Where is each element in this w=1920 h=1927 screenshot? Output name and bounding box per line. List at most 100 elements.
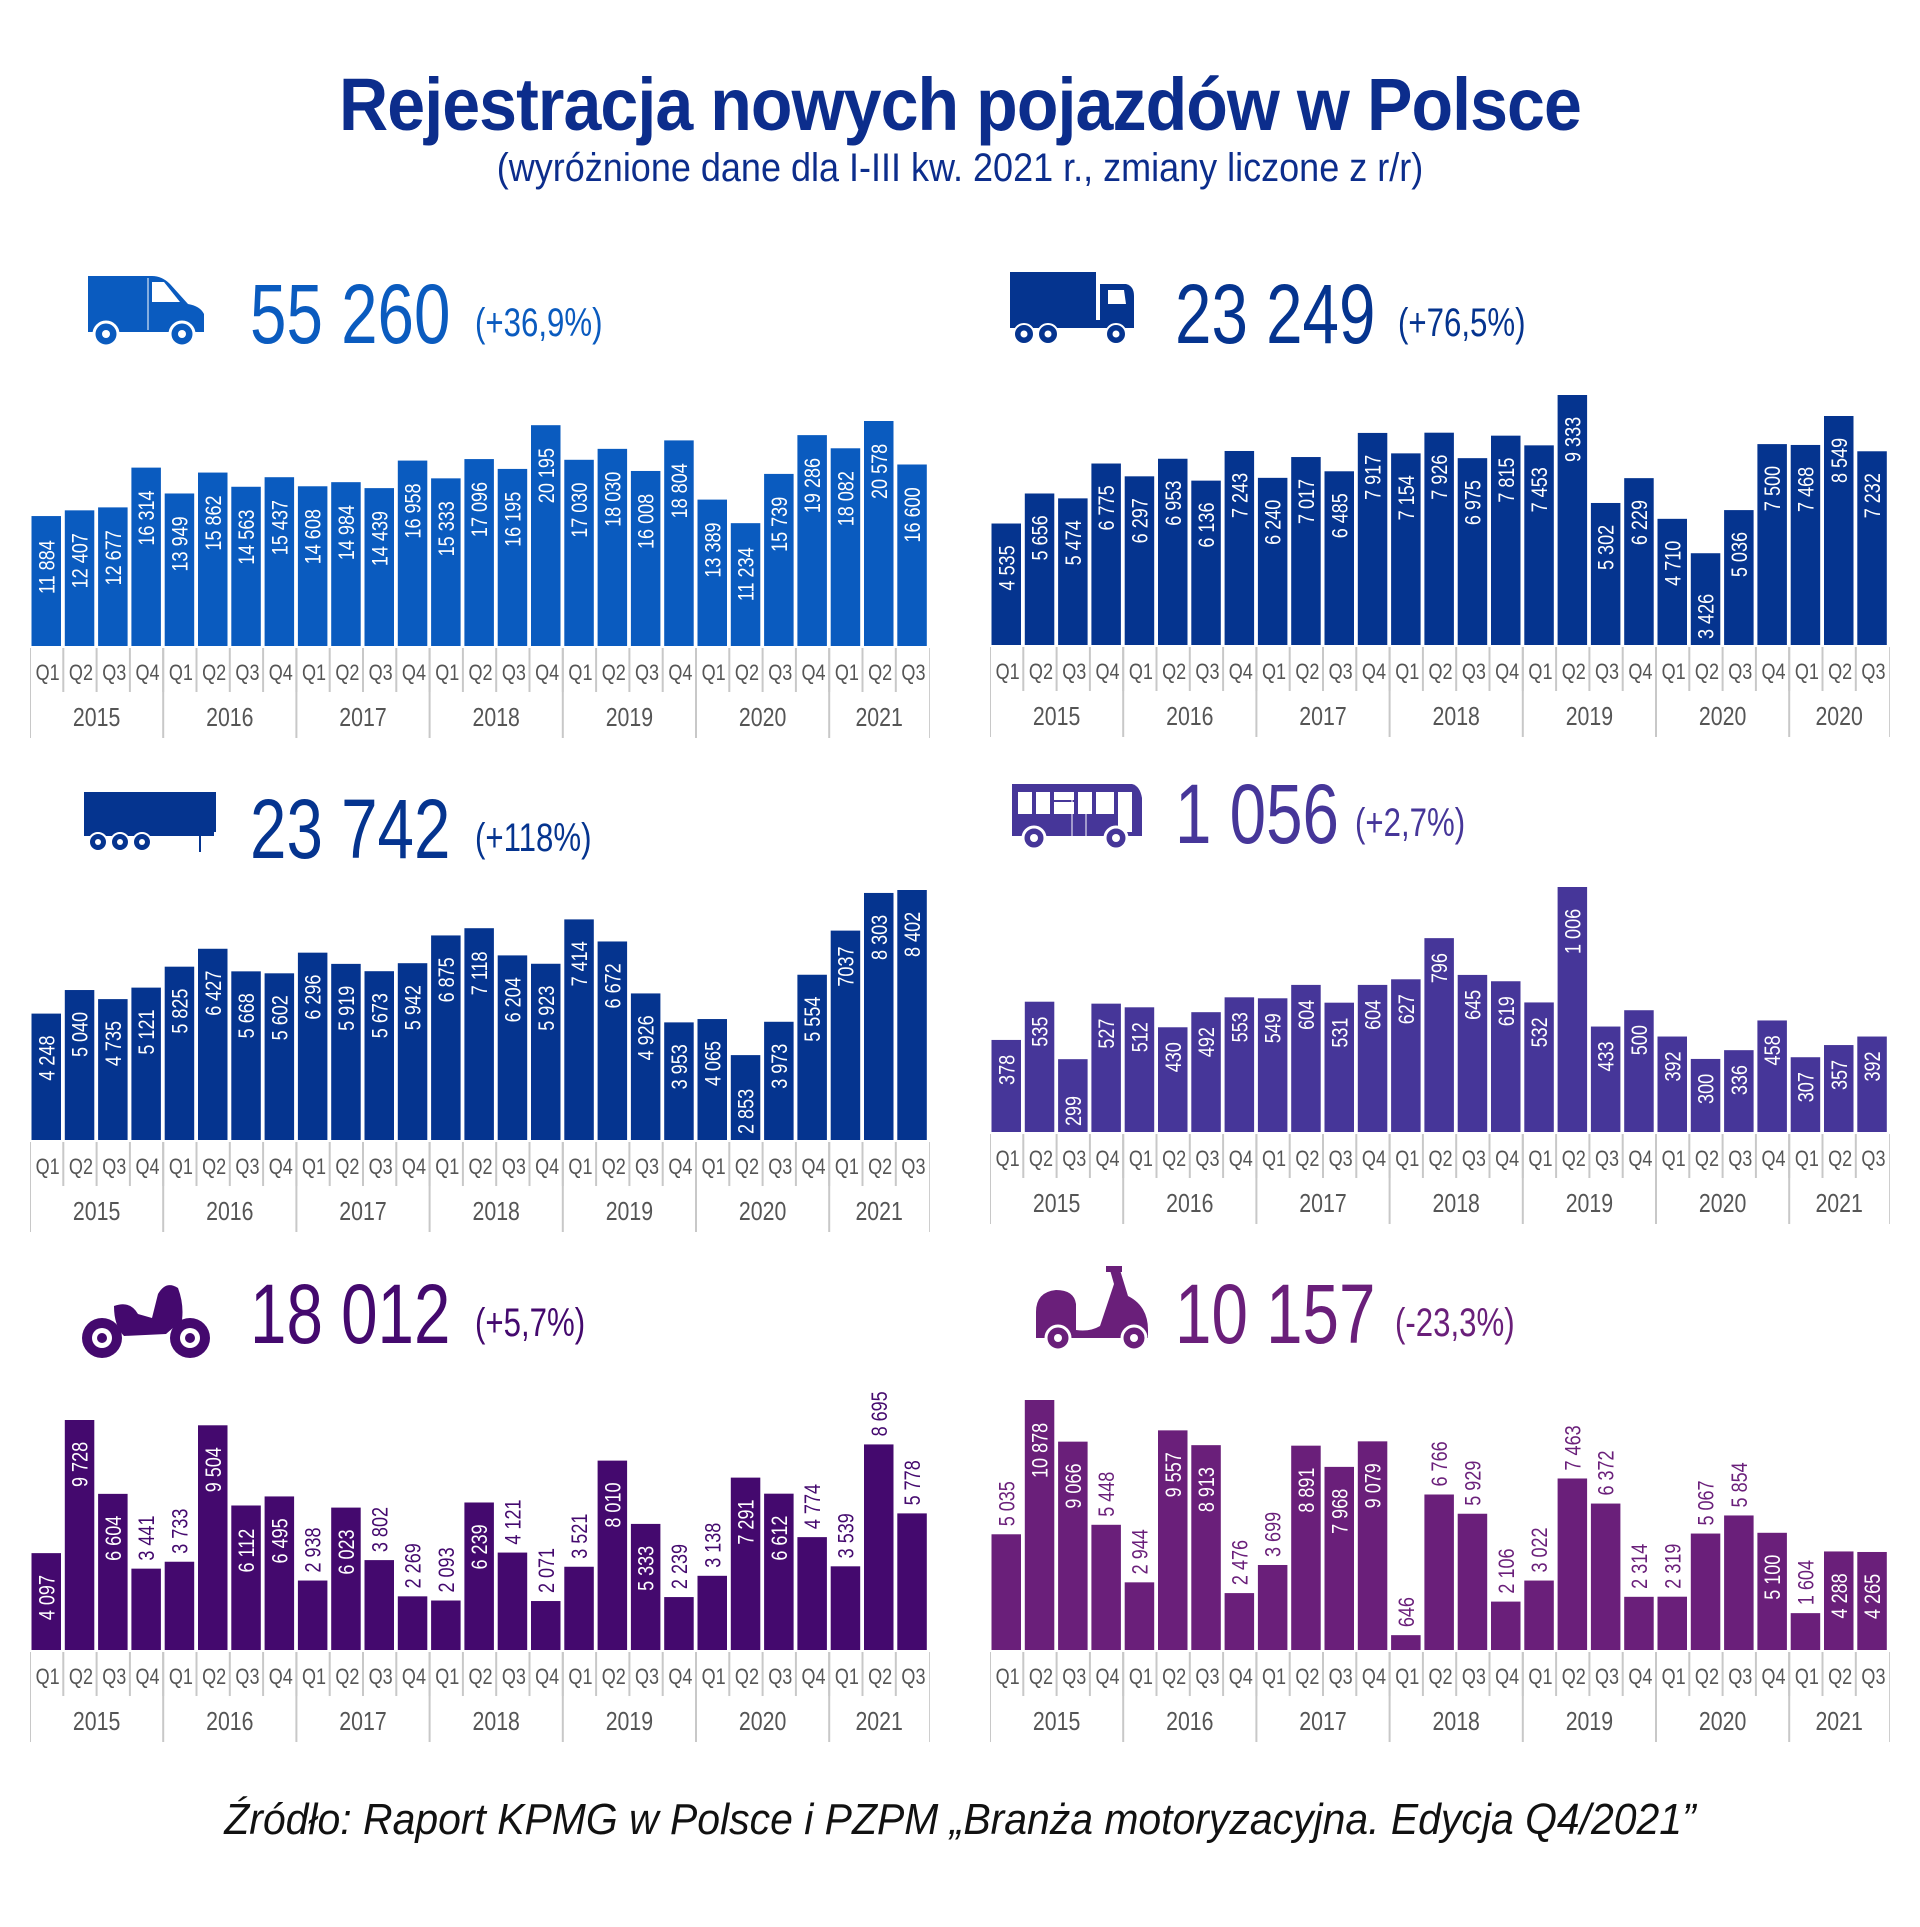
bar-value-label: 14 563 — [235, 510, 259, 565]
bar-value-label: 6 372 — [1595, 1450, 1619, 1495]
bar — [630, 1523, 661, 1650]
bar — [1024, 1400, 1055, 1650]
bar — [1524, 1580, 1554, 1650]
bar — [231, 971, 261, 1140]
bar-value-label: 4 121 — [502, 1499, 526, 1544]
quarter-label: Q3 — [1728, 660, 1752, 684]
quarter-label: Q1 — [1662, 1147, 1686, 1171]
bar — [1224, 1593, 1255, 1650]
headline-value: 1 056 — [1175, 767, 1339, 861]
bar — [264, 973, 295, 1140]
bar-value-label: 20 195 — [535, 448, 559, 503]
quarter-label: Q4 — [1362, 1665, 1386, 1689]
bar-value-label: 9 557 — [1162, 1452, 1186, 1497]
bar — [464, 1502, 494, 1650]
bar — [198, 472, 228, 646]
quarter-label: Q4 — [1628, 660, 1652, 684]
bar — [1291, 457, 1321, 645]
bar — [664, 1597, 694, 1650]
bar-value-label: 357 — [1828, 1060, 1852, 1090]
bar-value-label: 299 — [1062, 1096, 1086, 1126]
bar — [1257, 477, 1288, 645]
quarter-label: Q3 — [235, 1665, 259, 1689]
bar — [1324, 1466, 1354, 1650]
quarter-label: Q1 — [835, 1665, 859, 1689]
bar-value-label: 15 862 — [202, 495, 226, 550]
quarter-label: Q4 — [1628, 1147, 1652, 1171]
bar — [98, 507, 128, 646]
quarter-label: Q3 — [635, 1155, 659, 1179]
year-label: 2015 — [1033, 702, 1080, 732]
bar — [1158, 458, 1188, 645]
year-label: 2021 — [855, 1707, 902, 1737]
bar-chart-vans: 11 884 12 407 12 677 16 314 13 949 15 862 14 5… — [30, 421, 930, 738]
quarter-label: Q1 — [1662, 1665, 1686, 1689]
headline-change: (+2,7%) — [1355, 801, 1466, 845]
bar — [1024, 493, 1055, 645]
bar-value-label: 2 239 — [668, 1544, 692, 1589]
quarter-label: Q1 — [1662, 660, 1686, 684]
bar-value-label: 12 407 — [69, 533, 93, 588]
bar-value-label: 3 539 — [835, 1513, 859, 1558]
bar-value-label: 8 010 — [602, 1482, 626, 1527]
bar — [1624, 1010, 1654, 1132]
quarter-label: Q4 — [1628, 1665, 1652, 1689]
year-label: 2016 — [206, 1707, 253, 1737]
bar-value-label: 6 240 — [1262, 500, 1286, 545]
quarter-label: Q2 — [202, 1665, 226, 1689]
quarter-label: Q1 — [302, 1155, 326, 1179]
bar — [1457, 1513, 1488, 1650]
year-label: 2015 — [73, 1707, 120, 1737]
quarter-label: Q2 — [1562, 1147, 1586, 1171]
bar — [864, 1444, 894, 1650]
bar-value-label: 5 602 — [269, 995, 293, 1040]
year-label: 2016 — [1166, 702, 1213, 732]
year-label: 2017 — [1299, 1707, 1346, 1737]
bar-value-label: 2 944 — [1129, 1529, 1153, 1574]
bar — [531, 1601, 561, 1650]
bar-value-label: 20 578 — [868, 444, 892, 499]
bar-value-label: 16 958 — [402, 483, 426, 538]
bar — [297, 952, 328, 1140]
quarter-label: Q4 — [269, 1665, 293, 1689]
quarter-label: Q3 — [1195, 660, 1219, 684]
quarter-label: Q4 — [402, 1155, 426, 1179]
year-label: 2016 — [1166, 1189, 1213, 1219]
bar-value-label: 2 269 — [402, 1543, 426, 1588]
bar — [364, 971, 394, 1140]
quarter-label: Q4 — [1362, 1147, 1386, 1171]
bar — [1124, 1007, 1155, 1132]
bar — [797, 435, 827, 646]
bar — [1424, 432, 1454, 645]
bar-value-label: 5 668 — [235, 993, 259, 1038]
bar-value-label: 4 097 — [36, 1575, 60, 1620]
bar-value-label: 10 878 — [1029, 1423, 1053, 1478]
quarter-label: Q3 — [502, 1665, 526, 1689]
bar — [830, 448, 861, 646]
panel-header: 23 249 (+76,5%) — [990, 267, 1890, 370]
quarter-label: Q2 — [335, 1155, 359, 1179]
bar — [1757, 444, 1787, 645]
bar-value-label: 6 239 — [469, 1524, 493, 1569]
bar-value-label: 5 067 — [1695, 1480, 1719, 1525]
bar — [1391, 453, 1421, 645]
quarter-label: Q1 — [1795, 1147, 1819, 1171]
quarter-label: Q1 — [1395, 660, 1419, 684]
bar-value-label: 4 710 — [1662, 541, 1686, 586]
quarter-label: Q4 — [1762, 1665, 1786, 1689]
bar-value-label: 9 333 — [1562, 417, 1586, 462]
source-note: Źródło: Raport KPMG w Polsce i PZPM „Bra… — [224, 1795, 1696, 1844]
quarter-label: Q1 — [169, 661, 193, 685]
bar-chart-trailers: 4 248 5 040 4 735 5 121 5 825 6 427 5 668 5 602… — [30, 890, 930, 1232]
quarter-label: Q1 — [1129, 660, 1153, 684]
quarter-label: Q2 — [1562, 1665, 1586, 1689]
bar-value-label: 9 504 — [202, 1447, 226, 1492]
bar — [1690, 1533, 1721, 1650]
bar-value-label: 5 448 — [1096, 1472, 1120, 1517]
bar — [1091, 1524, 1121, 1650]
bar-value-label: 378 — [996, 1055, 1020, 1085]
bar-value-label: 7 232 — [1861, 473, 1885, 518]
quarter-label: Q2 — [69, 661, 93, 685]
bar — [1657, 1596, 1687, 1650]
bar-value-label: 7 926 — [1429, 455, 1453, 500]
